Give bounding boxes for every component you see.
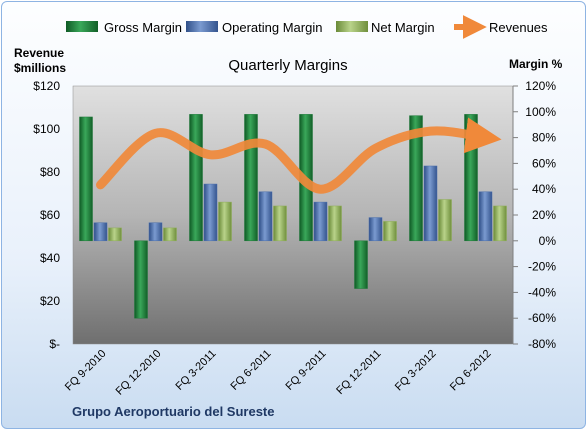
left-tick-label: $- [49, 337, 60, 351]
bar-gross-margin [134, 240, 148, 319]
right-tick-label: -20% [528, 260, 556, 274]
bar-gross-margin [244, 114, 258, 242]
left-axis: $- $20 $40 $60 $80 $100 $120 [33, 79, 60, 351]
right-tick-label: 120% [525, 79, 556, 93]
left-tick-label: $20 [40, 294, 60, 308]
legend-label-gross-margin: Gross Margin [104, 20, 182, 35]
revenue-line [96, 117, 502, 194]
bar-gross-margin [79, 116, 93, 242]
chart-title: Quarterly Margins [228, 57, 347, 74]
bar-net-margin [108, 227, 122, 242]
x-tick-label: FQ 6-2012 [448, 348, 494, 394]
bar-operating-margin [93, 222, 108, 242]
bar-operating-margin [423, 165, 438, 242]
right-tick-label: 0% [539, 234, 557, 248]
legend: Gross Margin Operating Margin Net Margin… [66, 15, 548, 39]
legend-label-net-margin: Net Margin [371, 20, 435, 35]
right-tick-label: 40% [532, 182, 556, 196]
right-tick-label: 20% [532, 208, 556, 222]
right-tick-label: -40% [528, 285, 556, 299]
bar-operating-margin [368, 217, 383, 242]
left-tick-label: $80 [40, 165, 60, 179]
right-axis-title: Margin % [509, 57, 563, 71]
right-tick-label: 100% [525, 105, 556, 119]
revenue-line-path [96, 117, 502, 194]
bar-gross-margin [189, 114, 203, 242]
bar-net-margin [218, 201, 232, 242]
bar-net-margin [493, 205, 507, 242]
left-tick-label: $60 [40, 208, 60, 222]
legend-label-revenues: Revenues [489, 20, 548, 35]
bar-gross-margin [354, 240, 368, 289]
right-axis: -80% -60% -40% -20% 0% 20% 40% 60% 80% 100% 120% [512, 79, 557, 351]
legend-label-operating-margin: Operating Margin [222, 20, 322, 35]
x-tick-label: FQ 3-2012 [393, 348, 439, 394]
legend-swatch-operating-margin [186, 21, 218, 32]
left-tick-label: $120 [33, 79, 60, 93]
x-tick-label: FQ 12-2011 [334, 348, 383, 397]
x-axis: FQ 9-2010 FQ 12-2010 FQ 3-2011 FQ 6-2011 FQ … [63, 348, 494, 398]
bar-operating-margin [203, 183, 218, 242]
x-tick-label: FQ 12-2010 [114, 348, 164, 398]
x-tick-label: FQ 3-2011 [174, 348, 219, 393]
legend-swatch-net-margin [336, 21, 368, 32]
bar-net-margin [438, 199, 452, 242]
right-tick-label: 80% [532, 131, 556, 145]
right-tick-label: -60% [528, 311, 556, 325]
x-tick-label: FQ 9-2011 [284, 348, 329, 393]
left-axis-title-line1: Revenue [14, 46, 64, 60]
right-tick-label: 60% [532, 156, 556, 170]
left-tick-label: $100 [33, 122, 60, 136]
x-tick-label: FQ 6-2011 [229, 348, 274, 393]
bar-net-margin [273, 205, 287, 242]
left-axis-title-line2: $millions [14, 61, 66, 75]
x-tick-label: FQ 9-2010 [63, 348, 109, 394]
left-tick-label: $40 [40, 251, 60, 265]
bar-net-margin [163, 227, 177, 242]
bar-gross-margin [409, 115, 423, 242]
legend-swatch-gross-margin [66, 21, 98, 32]
bar-net-margin [328, 205, 342, 242]
bar-net-margin [383, 221, 397, 242]
right-tick-label: -80% [528, 337, 556, 351]
bar-operating-margin [478, 191, 493, 242]
bar-operating-margin [258, 191, 273, 242]
company-name: Grupo Aeroportuario del Sureste [72, 404, 275, 419]
bar-operating-margin [148, 222, 163, 242]
bar-operating-margin [313, 201, 328, 242]
